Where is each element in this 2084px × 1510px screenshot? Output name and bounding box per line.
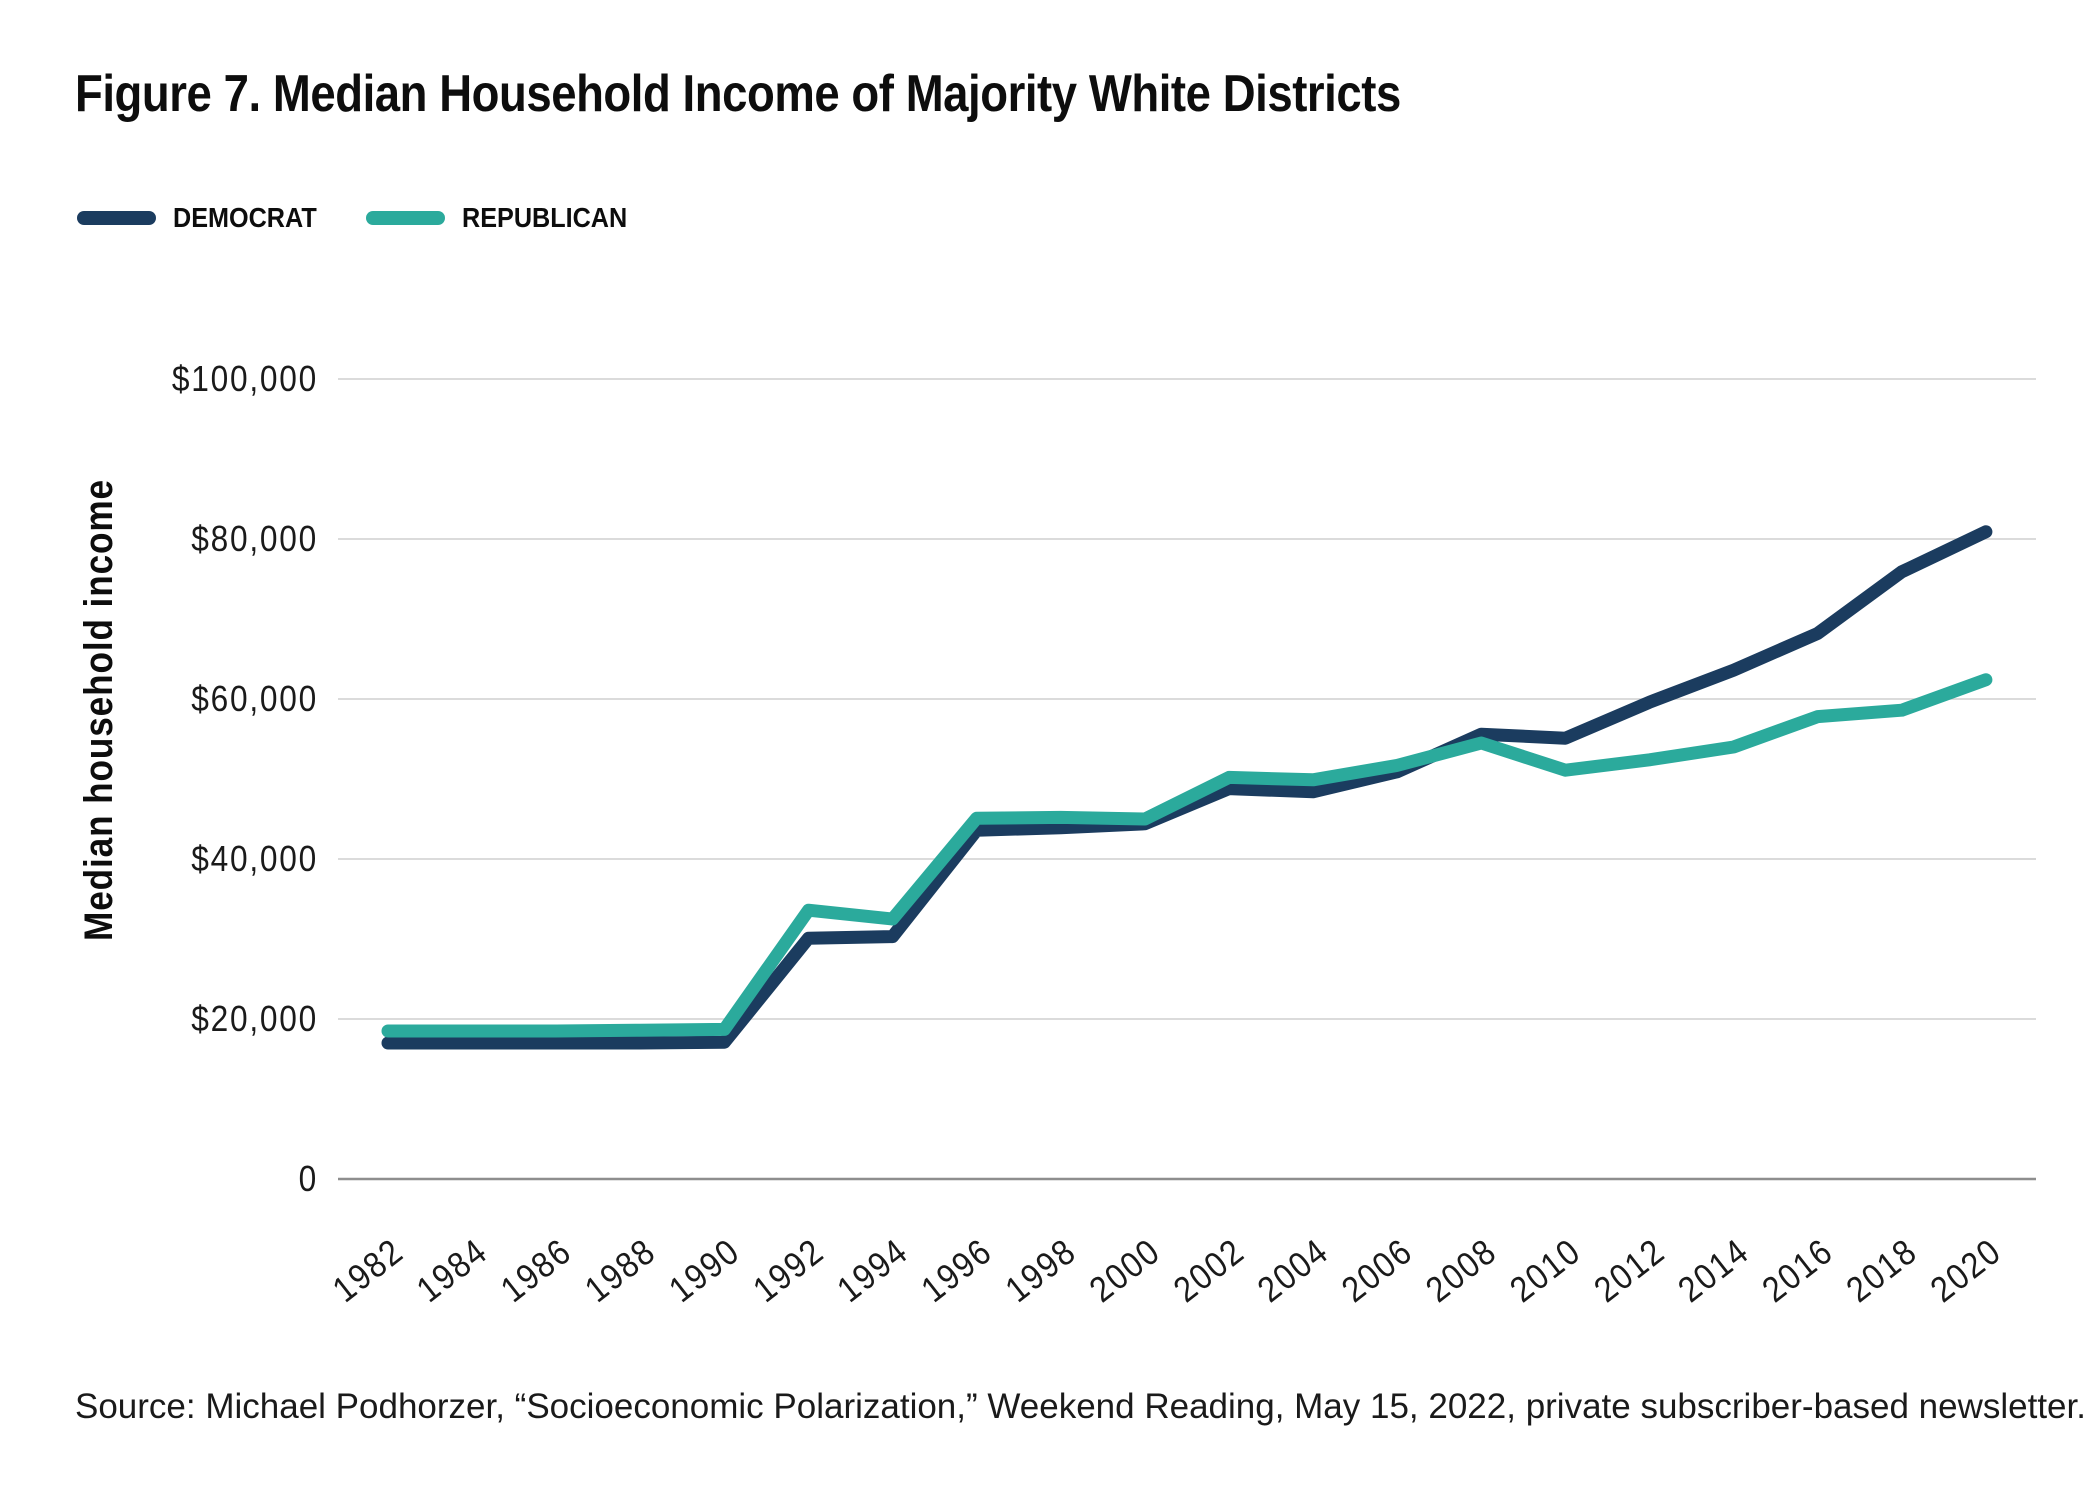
y-axis-title: Median household income <box>76 479 121 941</box>
legend: DEMOCRAT REPUBLICAN <box>77 202 645 234</box>
x-tick-label: 2004 <box>1250 1231 1336 1310</box>
x-tick-label: 1986 <box>494 1231 580 1310</box>
legend-label-democrat: DEMOCRAT <box>173 202 317 233</box>
x-tick-label: 1988 <box>578 1231 664 1310</box>
y-tick-label: $100,000 <box>172 359 318 399</box>
source-citation: Source: Michael Podhorzer, “Socioeconomi… <box>75 1387 2084 1426</box>
x-tick-label: 2014 <box>1671 1231 1757 1310</box>
y-tick-label: $60,000 <box>191 679 318 719</box>
x-tick-label: 1992 <box>746 1231 832 1310</box>
democrat-swatch-icon <box>77 211 156 225</box>
x-tick-label: 1996 <box>914 1231 1000 1310</box>
x-tick-label: 2002 <box>1166 1231 1252 1310</box>
legend-label-republican: REPUBLICAN <box>461 202 627 233</box>
y-tick-label: $80,000 <box>191 519 318 559</box>
x-tick-label: 1982 <box>325 1231 411 1310</box>
x-tick-label: 1990 <box>662 1231 748 1310</box>
x-tick-label: 2018 <box>1839 1231 1925 1310</box>
x-tick-label: 2016 <box>1755 1231 1841 1310</box>
x-tick-label: 1984 <box>409 1231 495 1310</box>
y-tick-label: $20,000 <box>191 999 318 1039</box>
y-tick-label: 0 <box>299 1159 318 1199</box>
x-tick-label: 1994 <box>830 1231 916 1310</box>
legend-item-democrat: DEMOCRAT <box>77 202 333 234</box>
x-tick-label: 2008 <box>1419 1231 1505 1310</box>
republican-swatch-icon <box>365 211 445 225</box>
x-tick-label: 2006 <box>1335 1231 1421 1310</box>
x-tick-label: 2000 <box>1082 1231 1168 1310</box>
x-tick-label: 2010 <box>1503 1231 1589 1310</box>
y-tick-label: $40,000 <box>191 839 318 879</box>
chart-title: Figure 7. Median Household Income of Maj… <box>75 65 1401 123</box>
x-tick-label: 2020 <box>1923 1231 2009 1310</box>
x-tick-label: 2012 <box>1587 1231 1673 1310</box>
republican-line <box>381 673 1993 1038</box>
legend-item-republican: REPUBLICAN <box>365 202 646 234</box>
x-tick-label: 1998 <box>998 1231 1084 1310</box>
democrat-line <box>381 525 1993 1050</box>
